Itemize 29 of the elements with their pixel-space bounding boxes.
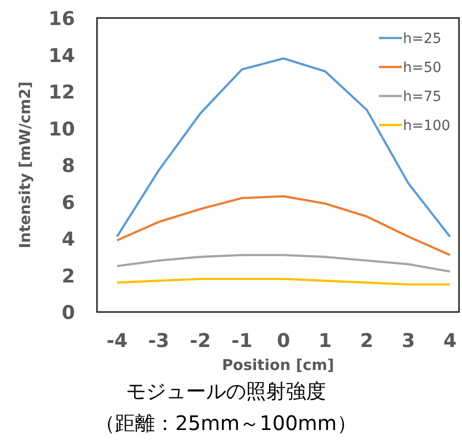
line-series: [116, 254, 452, 273]
y-tick-label: 2: [62, 265, 75, 288]
y-axis-title: Intensity [mW/cm2]: [16, 82, 34, 248]
x-tick-label: 0: [276, 330, 290, 352]
x-tick-label: 3: [402, 330, 415, 352]
y-tick-label: 0: [62, 302, 75, 324]
x-tick-label: -4: [106, 330, 128, 352]
y-tick-label: 8: [62, 155, 75, 177]
text: モジュールの照射強度: [126, 379, 326, 403]
legend-label: h=75: [403, 89, 442, 105]
x-tick-label: 2: [360, 330, 374, 352]
line-series: [116, 57, 452, 238]
x-axis-title: Position [cm]: [222, 356, 334, 374]
x-tick-label: 1: [318, 330, 332, 352]
x-tick-label: -3: [148, 330, 170, 352]
legend-label: h=50: [403, 60, 442, 76]
x-tick-label: -1: [231, 330, 252, 352]
y-tick-label: 14: [48, 44, 75, 67]
legend-label: h=100: [403, 118, 450, 134]
x-tick-label: -2: [190, 330, 211, 352]
line-series: [116, 195, 452, 256]
text: （距離：25mm～100mm）: [95, 411, 357, 435]
y-tick-label: 12: [48, 82, 75, 104]
y-tick-label: 16: [48, 8, 75, 30]
y-tick-label: 6: [62, 192, 75, 214]
y-tick-label: 10: [48, 118, 75, 140]
x-tick-label: 4: [443, 330, 457, 352]
legend-label: h=25: [403, 31, 442, 47]
y-tick-label: 4: [62, 228, 75, 250]
